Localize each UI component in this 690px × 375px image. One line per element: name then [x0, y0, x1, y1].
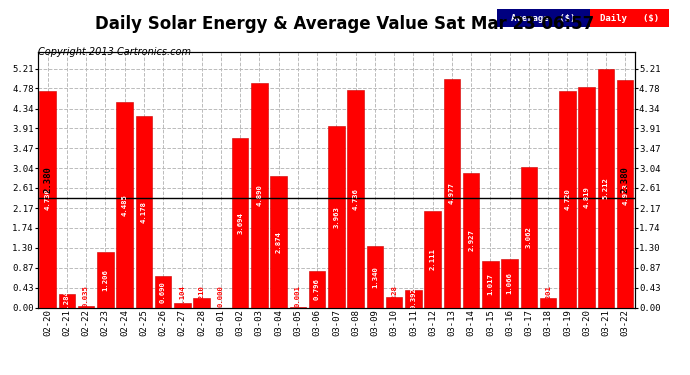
Bar: [59, 294, 75, 307]
Bar: [174, 303, 190, 307]
Text: 2.927: 2.927: [468, 230, 474, 251]
Bar: [117, 102, 132, 308]
Text: 0.690: 0.690: [160, 281, 166, 303]
Text: 2.380: 2.380: [621, 166, 630, 193]
Text: 2.380: 2.380: [43, 166, 52, 193]
Text: 2.111: 2.111: [430, 248, 435, 270]
Text: 0.104: 0.104: [179, 285, 186, 307]
Bar: [136, 116, 152, 308]
Bar: [424, 211, 441, 308]
Bar: [155, 276, 171, 308]
Bar: [251, 83, 268, 308]
Text: 0.000: 0.000: [218, 285, 224, 307]
Text: 1.066: 1.066: [506, 272, 513, 294]
Bar: [578, 87, 595, 308]
Text: 4.720: 4.720: [564, 188, 571, 210]
Bar: [463, 173, 480, 308]
Bar: [482, 261, 499, 308]
Text: 4.890: 4.890: [257, 184, 262, 206]
Text: 0.001: 0.001: [295, 285, 301, 307]
Bar: [598, 69, 614, 308]
Bar: [617, 80, 633, 308]
Bar: [348, 90, 364, 308]
Text: 1.206: 1.206: [102, 269, 108, 291]
Text: 4.730: 4.730: [45, 188, 50, 210]
Text: 3.963: 3.963: [333, 206, 339, 228]
Text: 2.874: 2.874: [275, 231, 282, 253]
Text: Average  ($): Average ($): [511, 14, 575, 23]
Bar: [405, 290, 422, 308]
Text: 0.201: 0.201: [545, 285, 551, 307]
Bar: [328, 126, 344, 308]
Text: 4.178: 4.178: [141, 201, 147, 223]
Text: 4.485: 4.485: [121, 194, 128, 216]
Bar: [78, 306, 95, 308]
Text: 0.392: 0.392: [411, 288, 416, 309]
Bar: [540, 298, 556, 307]
Text: Daily Solar Energy & Average Value Sat Mar 23 06:57: Daily Solar Energy & Average Value Sat M…: [95, 15, 595, 33]
Bar: [193, 298, 210, 307]
Text: 0.035: 0.035: [83, 285, 89, 307]
Text: 4.819: 4.819: [584, 186, 590, 208]
Text: 3.062: 3.062: [526, 226, 532, 248]
Text: 4.977: 4.977: [449, 183, 455, 204]
Bar: [97, 252, 114, 308]
Text: Daily   ($): Daily ($): [600, 14, 659, 23]
Text: 1.017: 1.017: [487, 273, 493, 295]
Text: 4.736: 4.736: [353, 188, 359, 210]
Bar: [309, 271, 325, 308]
Text: 5.212: 5.212: [603, 177, 609, 199]
Bar: [39, 91, 56, 308]
Bar: [559, 91, 575, 308]
Text: 0.210: 0.210: [199, 285, 205, 307]
Bar: [444, 80, 460, 308]
Bar: [502, 259, 518, 308]
Bar: [270, 176, 287, 308]
Text: 1.340: 1.340: [372, 266, 378, 288]
Bar: [366, 246, 383, 308]
Text: 0.228: 0.228: [391, 285, 397, 307]
Text: 0.284: 0.284: [64, 290, 70, 312]
Bar: [232, 138, 248, 308]
Bar: [521, 167, 537, 308]
Text: Copyright 2013 Cartronics.com: Copyright 2013 Cartronics.com: [38, 47, 191, 57]
Text: 0.796: 0.796: [314, 278, 320, 300]
Text: 4.973: 4.973: [622, 183, 628, 204]
Bar: [386, 297, 402, 307]
Text: 3.694: 3.694: [237, 212, 243, 234]
